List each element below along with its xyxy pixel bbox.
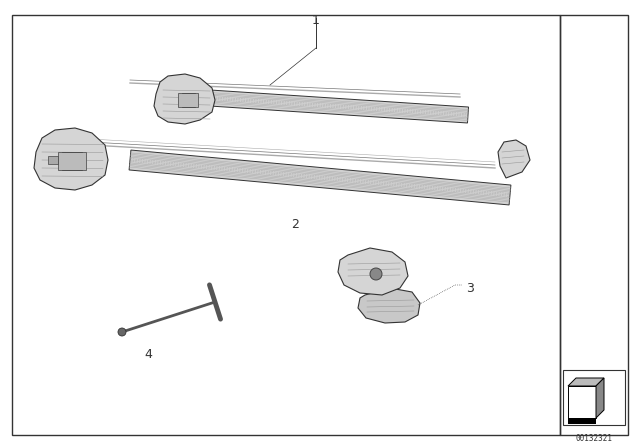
Text: 2: 2 [291,218,299,231]
Text: 3: 3 [466,281,474,294]
Polygon shape [338,248,408,295]
Bar [568,418,596,424]
Polygon shape [154,74,215,124]
Text: 00132321: 00132321 [575,434,612,443]
Bar [560,15,628,435]
Polygon shape [34,128,108,190]
Polygon shape [358,288,420,323]
Polygon shape [498,140,530,178]
Circle shape [370,268,382,280]
Bar [48,156,58,164]
Bar [178,93,198,107]
Text: 1: 1 [312,14,320,27]
Polygon shape [129,150,511,205]
Polygon shape [596,378,604,418]
Polygon shape [209,90,468,123]
Text: 4: 4 [144,348,152,361]
Bar [12,15,560,435]
Bar [563,370,625,425]
Polygon shape [568,386,596,418]
Circle shape [118,328,126,336]
Polygon shape [568,378,604,386]
Bar [58,152,86,170]
